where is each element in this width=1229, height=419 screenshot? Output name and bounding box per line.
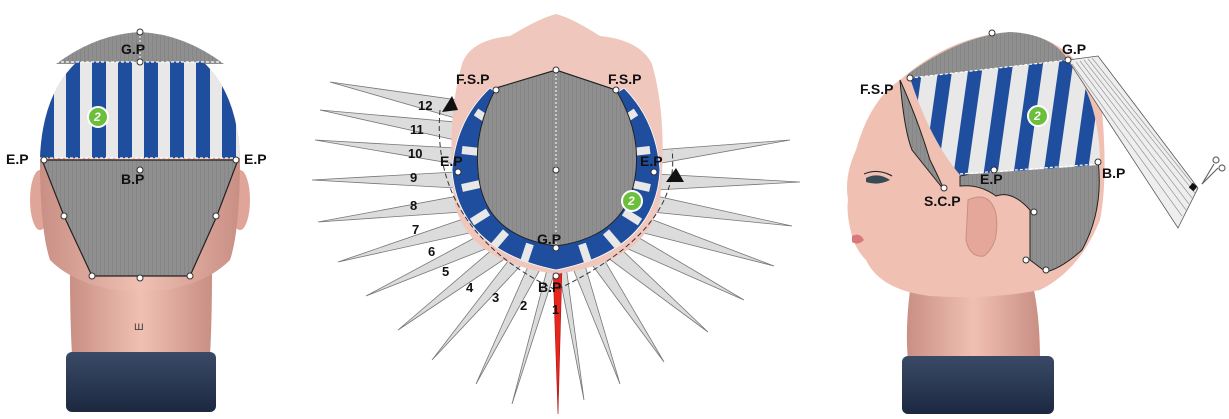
section-number-7: 7 [412, 222, 419, 237]
section-number-5: 5 [442, 264, 449, 279]
side-ear [965, 196, 998, 257]
back-stripe-section [40, 62, 240, 158]
top-inner-hair [476, 69, 638, 247]
section-number-4: 4 [466, 280, 474, 295]
elevated-hair-section [1067, 55, 1199, 229]
section-number-1: 1 [552, 302, 559, 317]
section-number-3: 3 [492, 290, 499, 305]
top-badge-label: 2 [627, 194, 635, 208]
top-label-bp: B.P [538, 279, 561, 295]
top-label-ep-right: E.P [640, 153, 663, 169]
top-section-badge [621, 190, 643, 212]
section-number-12: 12 [418, 98, 432, 113]
side-neck [906, 290, 1040, 360]
right-direction-arrow [666, 168, 684, 182]
section-number-10: 10 [408, 146, 422, 161]
back-section-badge [87, 106, 109, 128]
top-label-gp: G.P [537, 231, 561, 247]
back-neck-band [66, 352, 216, 412]
elevated-hair-strands [1071, 57, 1198, 217]
top-label-fsp-left: F.S.P [456, 71, 489, 87]
back-badge-label: 2 [93, 110, 101, 124]
side-view: 2 G.P F.S.P E.P B.P S.C.P [847, 29, 1226, 414]
top-label-fsp-right: F.S.P [608, 71, 641, 87]
left-direction-arrow [442, 96, 458, 112]
side-badge-label: 2 [1033, 109, 1041, 123]
back-label-bp: B.P [121, 171, 144, 187]
side-label-bp: B.P [1102, 165, 1125, 181]
section-number-9: 9 [410, 170, 417, 185]
back-neck [70, 270, 212, 355]
scissors-icon [1201, 156, 1226, 185]
side-eye [866, 175, 890, 184]
side-section-badge [1027, 105, 1049, 127]
side-label-fsp: F.S.P [860, 81, 893, 97]
section-number-11: 11 [410, 122, 424, 137]
section-number-6: 6 [428, 244, 435, 259]
side-label-scp: S.C.P [924, 193, 961, 209]
side-lips [852, 234, 864, 244]
section-number-2: 2 [520, 298, 527, 313]
side-label-gp: G.P [1062, 41, 1086, 57]
top-label-ep-left: E.P [440, 153, 463, 169]
side-crown-hair [908, 32, 1068, 78]
back-label-gp: G.P [121, 41, 145, 57]
back-label-ep-right: E.P [244, 151, 267, 167]
top-view: 2 1 2 3 4 5 6 7 8 9 10 11 12 F.S.P F.S.P… [311, 14, 801, 415]
svg-text:Ш: Ш [134, 323, 144, 333]
side-front-hair [899, 79, 945, 191]
side-neck-band [902, 356, 1054, 414]
elevation-wedges [311, 81, 801, 405]
section-number-8: 8 [410, 198, 417, 213]
back-label-ep-left: E.P [6, 151, 29, 167]
back-view: Ш [6, 28, 267, 412]
side-label-ep: E.P [980, 171, 1003, 187]
